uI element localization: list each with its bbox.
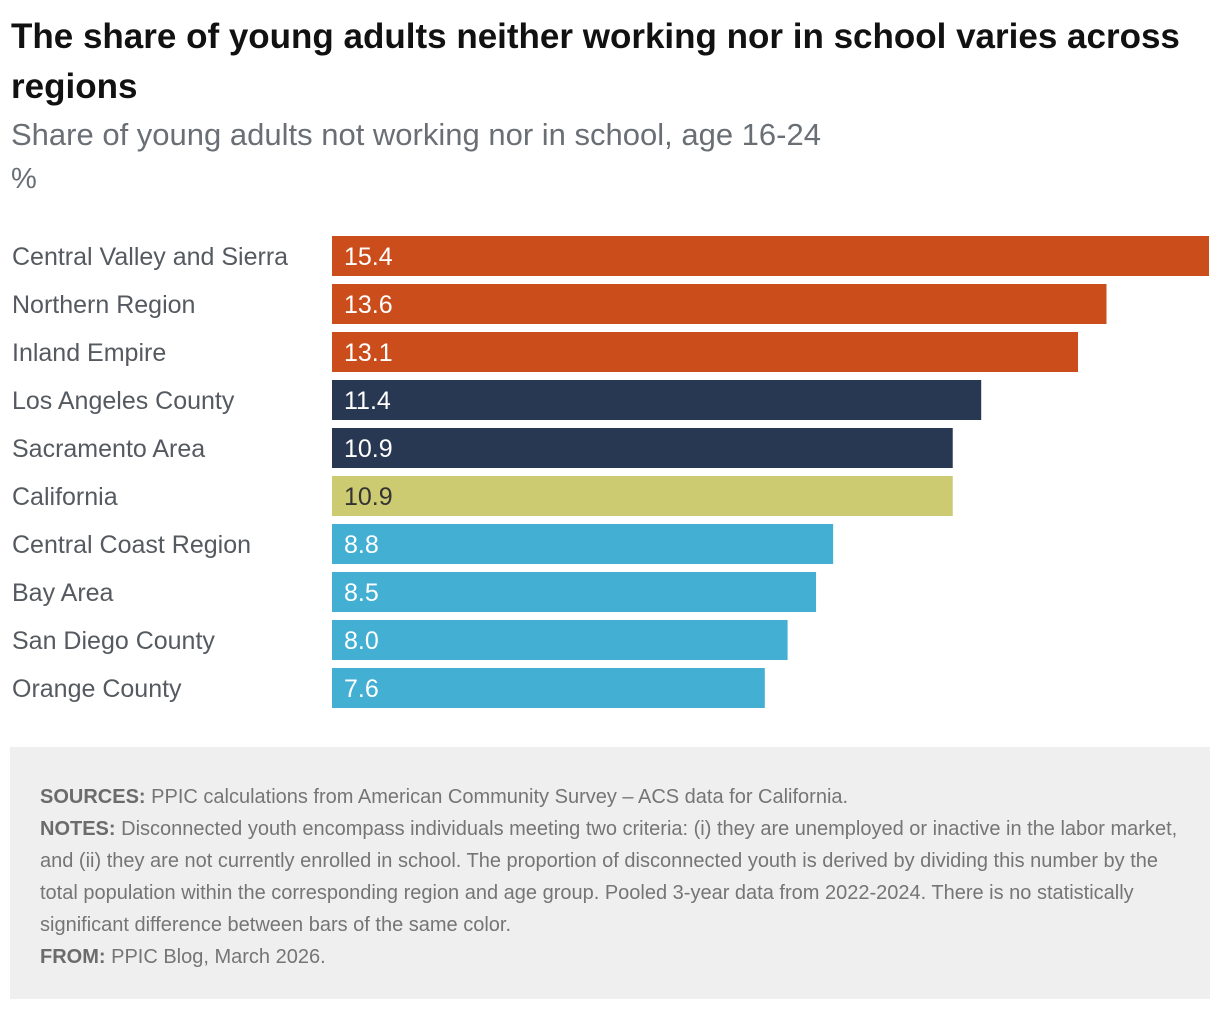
sources-line: SOURCES: PPIC calculations from American… [40, 781, 1180, 813]
category-label: Inland Empire [12, 339, 166, 367]
bar-value-label: 13.1 [344, 339, 393, 367]
bar-value-label: 15.4 [344, 243, 393, 271]
notes-box: SOURCES: PPIC calculations from American… [10, 747, 1210, 999]
bar-chart: Central Valley and Sierra 15.4 Northern Re… [12, 236, 1209, 708]
unit-label: % [11, 163, 37, 195]
bar [332, 668, 765, 708]
bar [332, 524, 834, 564]
category-label: Northern Region [12, 291, 195, 319]
notes-line: NOTES: Disconnected youth encompass indi… [40, 813, 1180, 941]
bar [332, 380, 982, 420]
sources-label: SOURCES: [40, 786, 146, 808]
from-line: FROM: PPIC Blog, March 2026. [40, 941, 1180, 973]
bar [332, 284, 1107, 324]
bar-value-label: 7.6 [344, 675, 379, 703]
notes-label: NOTES: [40, 818, 116, 840]
category-label: Los Angeles County [12, 387, 235, 415]
bar-value-label: 10.9 [344, 435, 393, 463]
category-label: Sacramento Area [12, 435, 205, 463]
category-label: Central Coast Region [12, 531, 251, 559]
chart-title: The share of young adults neither workin… [11, 17, 1180, 106]
bar-value-label: 13.6 [344, 291, 393, 319]
bar-value-label: 8.5 [344, 579, 379, 607]
chart-subtitle: Share of young adults not working nor in… [11, 117, 821, 152]
bar-value-label: 10.9 [344, 483, 393, 511]
from-label: FROM: [40, 946, 106, 968]
category-label: Bay Area [12, 579, 114, 607]
category-label: Orange County [12, 675, 182, 703]
bar [332, 572, 817, 612]
bar [332, 428, 953, 468]
bar [332, 620, 788, 660]
bar-value-label: 8.8 [344, 531, 379, 559]
sources-text: PPIC calculations from American Communit… [151, 786, 849, 808]
bar [332, 332, 1079, 372]
category-label: California [12, 483, 118, 511]
bar-value-label: 8.0 [344, 627, 379, 655]
bar-value-label: 11.4 [344, 387, 391, 415]
category-label: San Diego County [12, 627, 215, 655]
notes-text: Disconnected youth encompass individuals… [40, 818, 1178, 936]
category-label: Central Valley and Sierra [12, 243, 288, 271]
from-text: PPIC Blog, March 2026. [111, 946, 326, 968]
bar [332, 236, 1209, 276]
bar [332, 476, 953, 516]
